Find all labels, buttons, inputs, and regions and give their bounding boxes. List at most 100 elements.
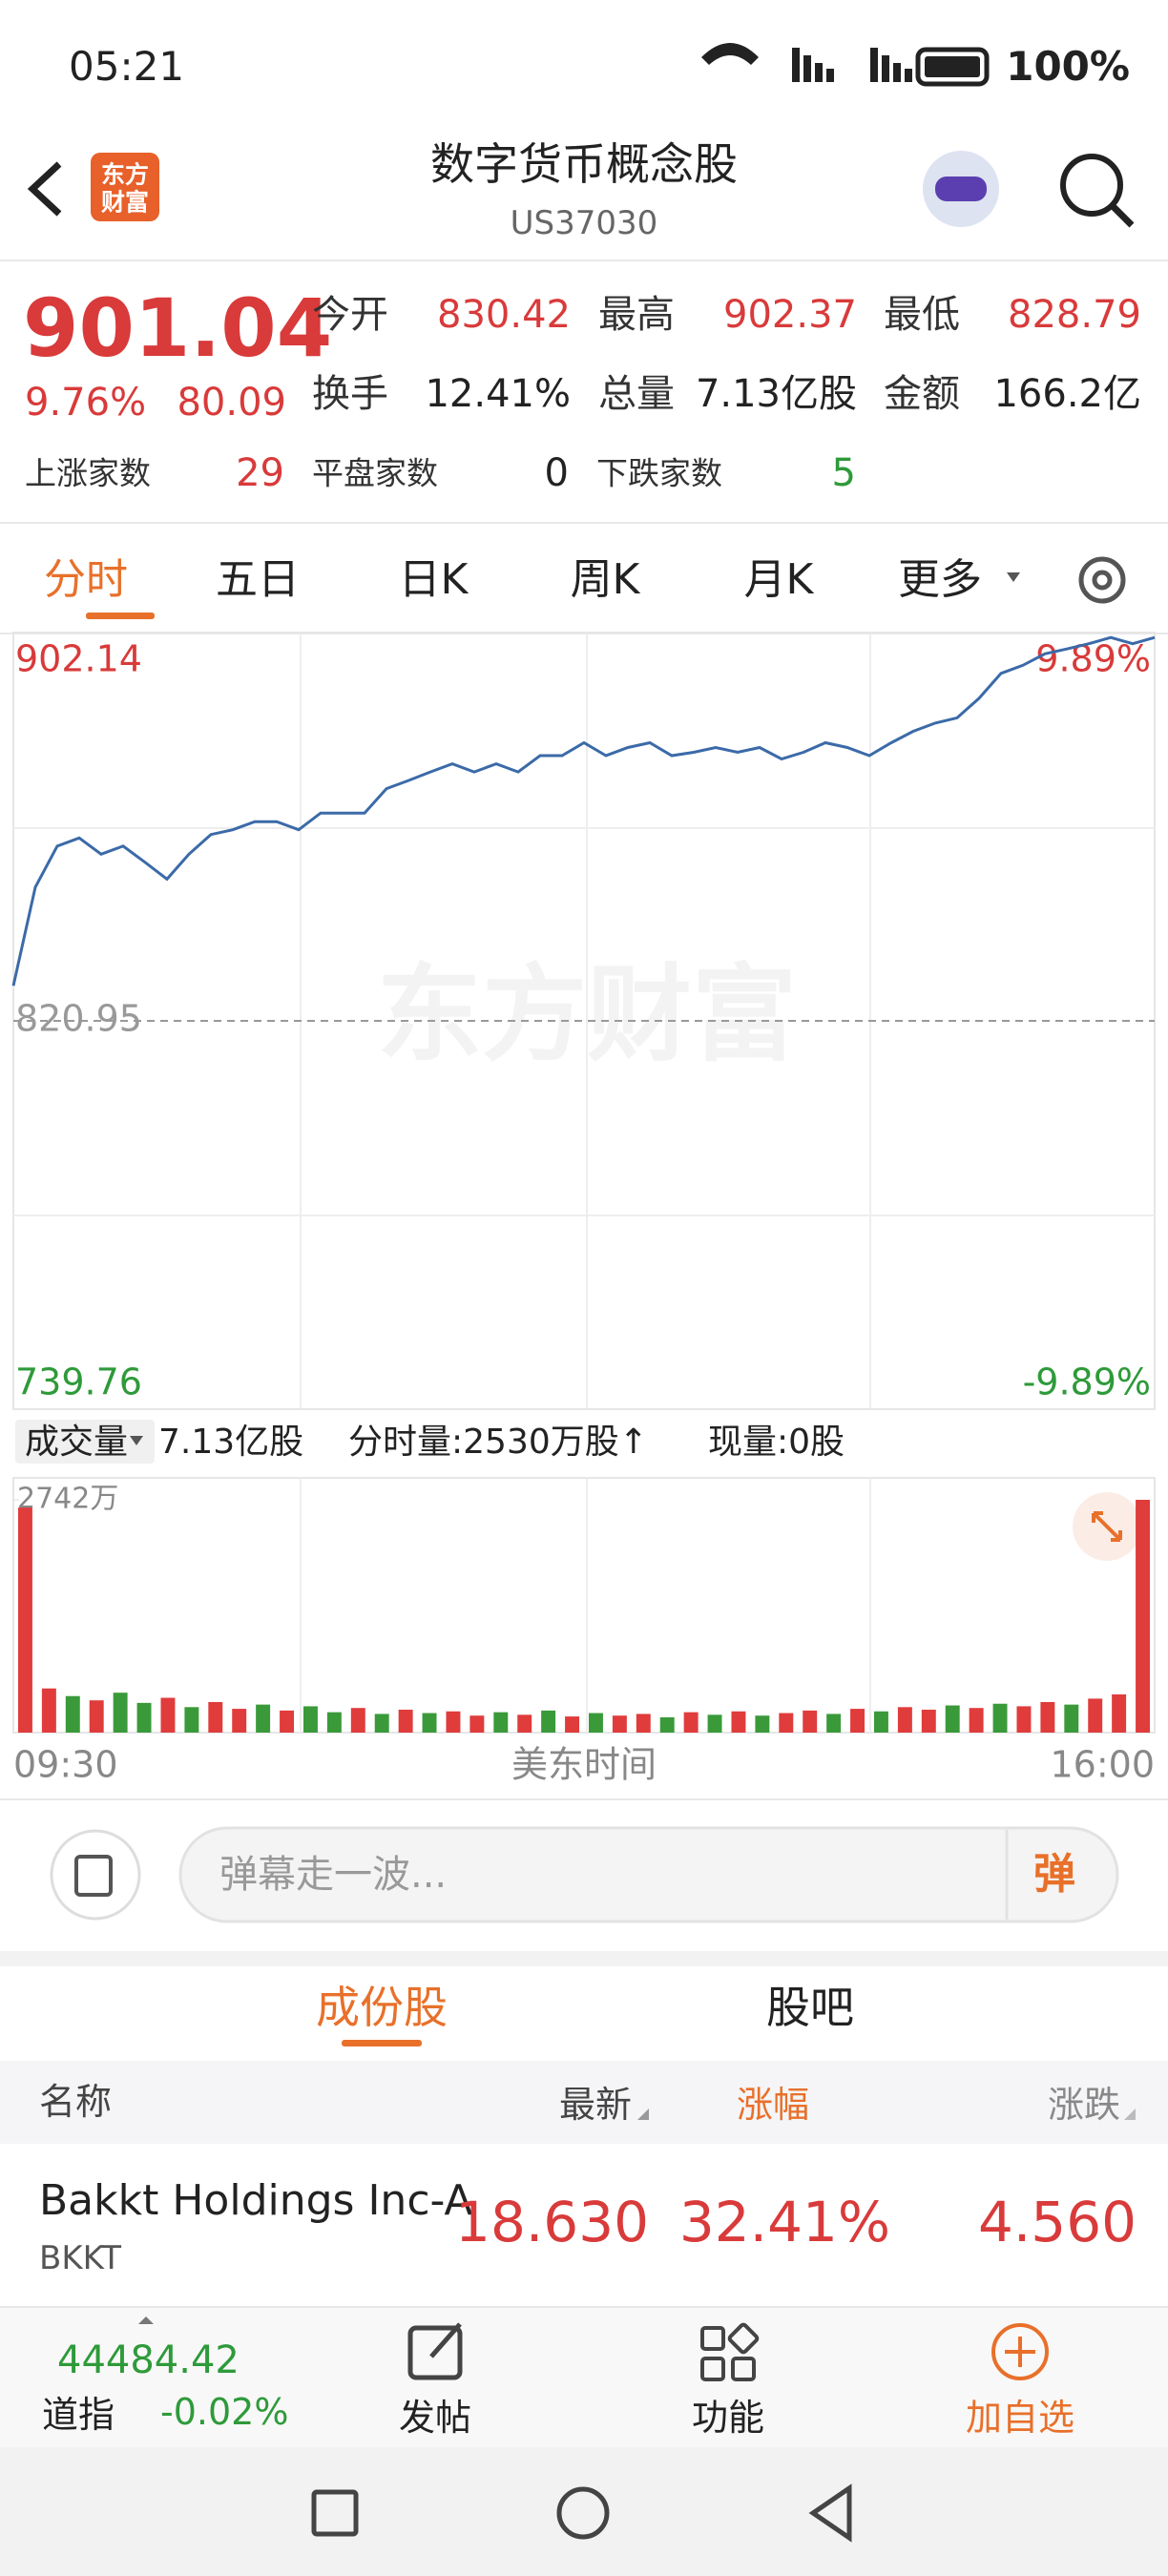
volume-bar: [398, 1709, 413, 1733]
stat-value: 7.13亿股: [695, 372, 857, 416]
page-title: 数字货币概念股: [430, 138, 738, 190]
sub-tab[interactable]: 股吧: [766, 1982, 854, 2033]
volume-bar: [969, 1708, 984, 1733]
volume-bar: [160, 1697, 176, 1733]
volume-bar: [541, 1710, 556, 1733]
stock-price: 18.630: [455, 2190, 649, 2254]
divider: [0, 1798, 1168, 1800]
chart-tab[interactable]: 五日: [216, 555, 300, 604]
volume-bar: [921, 1709, 936, 1733]
chart-tab[interactable]: 更多: [898, 555, 982, 604]
volume-bar: [1016, 1706, 1032, 1733]
logo-text: 东方财富: [100, 160, 149, 216]
price-line: [11, 635, 1156, 987]
toolbar-button-label[interactable]: 功能: [691, 2397, 764, 2439]
volume-bar: [850, 1709, 866, 1733]
volume-bar: [374, 1714, 389, 1733]
sub-tab-underline: [342, 2040, 422, 2046]
stat-value: 828.79: [1008, 293, 1141, 337]
breadth-value: 29: [236, 451, 284, 495]
stock-name[interactable]: Bakkt Holdings Inc-A: [39, 2176, 473, 2225]
stock-change: 4.560: [977, 2190, 1137, 2254]
volume-bar: [803, 1710, 818, 1733]
volume-bar: [232, 1709, 247, 1733]
system-nav-bar: [0, 2447, 1168, 2576]
index-name[interactable]: 道指: [42, 2394, 115, 2436]
divider: [0, 2306, 1168, 2308]
chart-tab[interactable]: 日K: [398, 555, 469, 604]
chart-tab[interactable]: 分时: [44, 555, 128, 604]
stock-code[interactable]: BKKT: [39, 2239, 122, 2277]
volume-bar: [89, 1700, 104, 1733]
y-tick-label: 739.76: [15, 1361, 142, 1403]
volume-bar: [683, 1712, 699, 1733]
stat-label: 最高: [598, 293, 675, 337]
volume-bar: [755, 1715, 770, 1733]
change-pct: 9.76%: [25, 381, 147, 425]
divider: [0, 260, 1168, 261]
y-tick-label: 820.95: [15, 998, 142, 1040]
back-nav-button[interactable]: [808, 2483, 852, 2543]
volume-bar: [446, 1711, 461, 1733]
volume-bar: [945, 1705, 960, 1733]
chart-tab[interactable]: 周K: [570, 555, 640, 604]
volume-bar: [1112, 1693, 1127, 1733]
function-button[interactable]: [700, 2322, 760, 2381]
comment-placeholder: 弹幕走一波...: [219, 1853, 448, 1897]
index-value[interactable]: 44484.42: [57, 2338, 240, 2382]
stat-label: 最低: [884, 293, 960, 337]
stock-change-pct: 32.41%: [678, 2190, 890, 2254]
volume-bar: [612, 1715, 627, 1733]
stock-code: US37030: [510, 204, 658, 242]
volume-bar: [326, 1712, 342, 1733]
plot-frame: [12, 1477, 1156, 1734]
danmaku-button[interactable]: 弹: [1033, 1850, 1075, 1899]
breadth-value: 0: [544, 451, 569, 495]
divider: [0, 522, 1168, 524]
sub-tab[interactable]: 成份股: [316, 1982, 448, 2033]
x-tick-label: 09:30: [13, 1744, 118, 1786]
home-button[interactable]: [556, 2486, 610, 2540]
volume-bar: [136, 1702, 152, 1733]
toolbar-button-label[interactable]: 发帖: [398, 2397, 471, 2439]
column-header[interactable]: 最新: [558, 2084, 632, 2126]
volume-bar: [731, 1711, 746, 1733]
volume-bar: [517, 1714, 532, 1733]
volume-bar: [1040, 1701, 1055, 1733]
chart-tab[interactable]: 月K: [743, 555, 814, 604]
volume-bar: [1064, 1704, 1079, 1733]
y-tick-label: 902.14: [15, 638, 142, 680]
volume-bar: [422, 1713, 437, 1733]
breadth-label: 下跌家数: [596, 454, 722, 492]
volume-bar: [826, 1714, 842, 1733]
column-header: 名称: [39, 2081, 113, 2123]
index-change[interactable]: -0.02%: [160, 2391, 289, 2433]
column-header[interactable]: 涨跌: [1047, 2084, 1120, 2126]
volume-bar: [41, 1688, 56, 1733]
toolbar-button-label[interactable]: 加自选: [965, 2397, 1074, 2439]
stat-value: 902.37: [723, 293, 857, 337]
volume-bar: [636, 1714, 651, 1733]
add-watchlist-button[interactable]: [991, 2323, 1049, 2380]
y2-tick-label: -9.89%: [1023, 1361, 1151, 1403]
post-button[interactable]: [407, 2325, 463, 2380]
volume-bar: [256, 1704, 271, 1733]
volume-bar: [588, 1713, 603, 1733]
volume-bar: [1088, 1698, 1103, 1733]
comment-list-button[interactable]: [50, 1829, 141, 1921]
battery-level: 100%: [1006, 43, 1130, 90]
volume-bar: [779, 1713, 794, 1733]
volume-bar: [65, 1695, 80, 1733]
status-time: 05:21: [69, 43, 185, 90]
volume-bar: [897, 1707, 912, 1733]
volume-bar: [565, 1716, 580, 1733]
stat-label: 换手: [312, 372, 388, 416]
volume-bar: [707, 1714, 722, 1733]
volume-bar: [873, 1711, 888, 1733]
change: 80.09: [177, 381, 286, 425]
recents-button[interactable]: [311, 2489, 359, 2537]
column-header[interactable]: 涨幅: [736, 2084, 809, 2126]
volume-selector-label[interactable]: 成交量: [25, 1423, 129, 1462]
volume-bar: [350, 1708, 365, 1733]
